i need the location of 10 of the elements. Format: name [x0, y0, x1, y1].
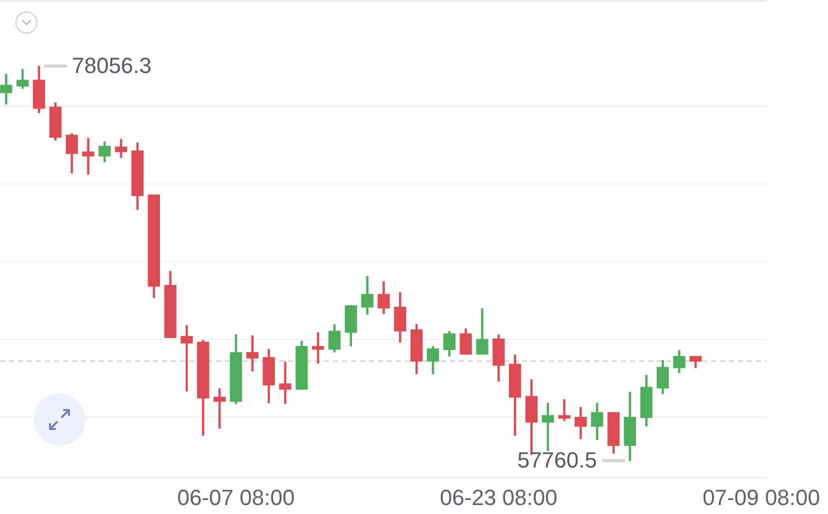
candlestick [542, 402, 554, 451]
x-tick-label: 06-23 08:00 [440, 484, 558, 510]
candlestick [82, 138, 94, 174]
x-tick-label: 07-09 08:00 [702, 484, 820, 510]
candlestick [279, 362, 292, 404]
annotation: 78056.3 [72, 53, 152, 78]
x-tick-label: 06-07 08:00 [177, 484, 295, 510]
candlestick [558, 399, 570, 421]
candlestick [180, 325, 193, 392]
annotation: 57760.5 [517, 448, 597, 473]
